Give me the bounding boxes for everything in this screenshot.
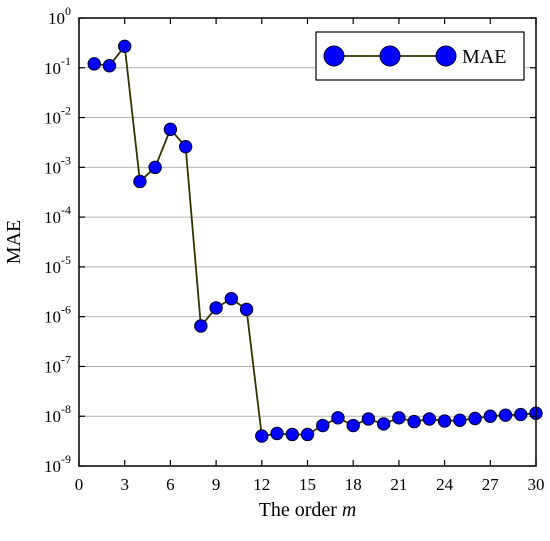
data-point bbox=[148, 160, 162, 175]
x-tick-label: 27 bbox=[482, 475, 500, 494]
x-tick-label: 30 bbox=[528, 475, 545, 494]
data-point bbox=[361, 412, 376, 426]
x-tick-label: 0 bbox=[75, 475, 84, 494]
data-point bbox=[239, 302, 254, 317]
series-line-mae bbox=[94, 44, 537, 438]
y-tick-label: 10-8 bbox=[44, 402, 71, 426]
x-tick-label: 15 bbox=[299, 475, 316, 494]
data-point bbox=[437, 414, 452, 428]
data-point bbox=[285, 427, 299, 442]
data-point bbox=[270, 426, 284, 441]
y-tick-label: 10-6 bbox=[44, 303, 71, 327]
data-point bbox=[453, 413, 467, 427]
legend-marker bbox=[323, 45, 345, 67]
data-point bbox=[422, 412, 437, 426]
y-tick-label: 10-4 bbox=[44, 203, 71, 227]
data-point bbox=[498, 408, 513, 422]
legend-marker bbox=[379, 45, 401, 67]
x-tick-label: 24 bbox=[436, 475, 454, 494]
data-point bbox=[102, 59, 117, 73]
y-tick-label: 10-3 bbox=[44, 153, 71, 177]
data-point bbox=[392, 411, 406, 425]
data-point bbox=[331, 411, 345, 425]
data-point bbox=[133, 174, 147, 189]
data-point bbox=[468, 411, 482, 426]
data-point bbox=[514, 407, 528, 422]
data-point bbox=[178, 139, 193, 154]
x-axis-title: The order m bbox=[259, 499, 357, 521]
data-point bbox=[87, 57, 101, 71]
series-line-layer bbox=[94, 44, 537, 438]
data-point bbox=[255, 429, 269, 443]
x-tick-label: 6 bbox=[166, 475, 175, 494]
legend-label-mae: MAE bbox=[462, 46, 506, 68]
data-point bbox=[376, 417, 391, 431]
x-axis-tick-labels: 0 3 6 9 12 15 18 21 24 27 30 bbox=[75, 475, 545, 494]
y-tick-label: 10-9 bbox=[44, 452, 71, 476]
y-axis-ticks bbox=[79, 17, 536, 467]
grid-lines bbox=[79, 67, 536, 417]
x-tick-label: 12 bbox=[253, 475, 270, 494]
legend: MAE bbox=[315, 31, 525, 81]
data-point bbox=[483, 409, 497, 423]
x-tick-label: 9 bbox=[212, 475, 221, 494]
legend-marker-samples bbox=[323, 45, 457, 67]
y-tick-label: 100 bbox=[48, 4, 71, 28]
x-tick-label: 3 bbox=[120, 475, 129, 494]
data-point bbox=[118, 39, 132, 54]
legend-marker bbox=[435, 45, 457, 67]
y-tick-label: 10-7 bbox=[44, 352, 71, 376]
y-tick-label: 10-5 bbox=[44, 253, 71, 277]
x-tick-label: 21 bbox=[390, 475, 407, 494]
x-axis-ticks bbox=[78, 18, 537, 466]
data-point bbox=[163, 122, 178, 137]
y-axis-title: MAE bbox=[3, 220, 25, 264]
data-point bbox=[346, 418, 360, 433]
plot-area-frame bbox=[78, 17, 537, 467]
data-point bbox=[407, 414, 421, 429]
y-axis-tick-labels: 100 10-1 10-2 10-3 10-4 10-5 10-6 10-7 10-8 10-9 bbox=[44, 4, 71, 476]
data-point bbox=[316, 418, 330, 433]
data-point bbox=[300, 427, 315, 442]
x-tick-label: 18 bbox=[345, 475, 362, 494]
series-marker-layer bbox=[87, 39, 543, 443]
y-tick-label: 10-1 bbox=[44, 54, 71, 78]
data-point bbox=[194, 319, 208, 333]
data-point bbox=[209, 301, 223, 315]
data-point bbox=[224, 291, 239, 306]
y-tick-label: 10-2 bbox=[44, 104, 71, 128]
